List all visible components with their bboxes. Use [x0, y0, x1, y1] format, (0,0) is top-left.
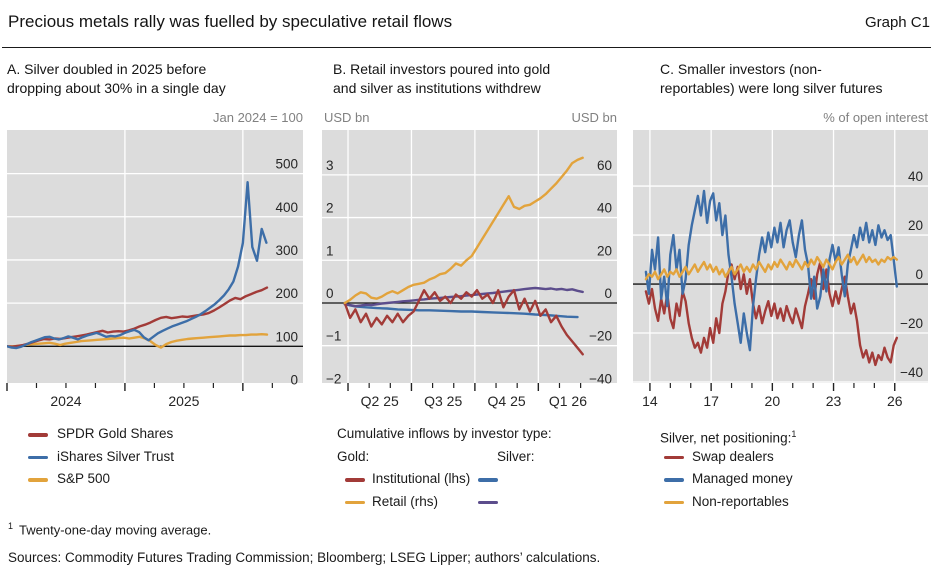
- panel-a-title: A. Silver doubled in 2025 before droppin…: [7, 61, 226, 96]
- svg-text:100: 100: [275, 329, 298, 344]
- legend-item: Non-reportables: [660, 491, 930, 514]
- svg-text:0: 0: [915, 267, 923, 282]
- silver-column-label: Silver:: [497, 448, 535, 464]
- svg-text:200: 200: [275, 286, 298, 301]
- gold-institutional-swatch: [345, 478, 365, 482]
- svg-text:1: 1: [326, 243, 334, 258]
- svg-text:−40: −40: [589, 371, 612, 386]
- gold-retail-swatch: [345, 500, 365, 504]
- managed-money-swatch: [664, 478, 684, 482]
- panel-c-chart: 40 20 0 −20 −40 14 17 20 23 26: [633, 130, 928, 417]
- legend-item: S&P 500: [28, 468, 308, 491]
- svg-text:500: 500: [275, 157, 298, 172]
- swap-dealers-swatch: [664, 455, 684, 459]
- svg-text:−20: −20: [900, 316, 923, 331]
- legend-item: SPDR Gold Shares: [28, 423, 308, 446]
- non-reportables-swatch: [664, 500, 684, 504]
- svg-text:20: 20: [765, 393, 781, 409]
- legend-header: Silver, net positioning:1: [660, 429, 797, 446]
- svg-text:Q4 25: Q4 25: [488, 393, 526, 409]
- silver-retail-swatch: [478, 500, 498, 504]
- title-divider: [2, 47, 931, 48]
- svg-text:40: 40: [597, 201, 612, 216]
- panel-a-chart: 0 100 200 300 400 500 2024 2025: [6, 130, 303, 417]
- panel-b-unit-left-label: USD bn: [324, 110, 370, 125]
- page-title: Precious metals rally was fuelled by spe…: [8, 12, 453, 31]
- svg-text:−2: −2: [326, 371, 341, 386]
- svg-text:Q1 26: Q1 26: [549, 393, 587, 409]
- panel-a-unit-label: Jan 2024 = 100: [213, 110, 303, 125]
- panel-b-legend: Cumulative inflows by investor type: Gol…: [337, 423, 627, 513]
- panel-c-unit-label: % of open interest: [823, 110, 928, 125]
- sources-line: Sources: Commodity Futures Trading Commi…: [8, 550, 601, 565]
- svg-text:26: 26: [887, 393, 903, 409]
- svg-text:400: 400: [275, 200, 298, 215]
- panel-b-title: B. Retail investors poured into gold and…: [333, 61, 551, 96]
- svg-text:Q2 25: Q2 25: [361, 393, 399, 409]
- svg-text:0: 0: [290, 372, 298, 387]
- svg-text:0: 0: [326, 286, 334, 301]
- svg-text:300: 300: [275, 243, 298, 258]
- panel-b-unit-right-label: USD bn: [571, 110, 617, 125]
- legend-item: Institutional (lhs): [337, 468, 627, 491]
- svg-text:−1: −1: [326, 329, 341, 344]
- svg-text:60: 60: [597, 158, 612, 173]
- sp500-swatch: [28, 478, 48, 482]
- panel-c-title: C. Smaller investors (non- reportables) …: [660, 61, 883, 96]
- legend-header: Cumulative inflows by investor type:: [337, 426, 552, 441]
- legend-item: Managed money: [660, 468, 930, 491]
- gold-column-label: Gold:: [337, 448, 370, 464]
- svg-text:−20: −20: [589, 329, 612, 344]
- graph-number-label: Graph C1: [864, 14, 930, 31]
- svg-text:Q3 25: Q3 25: [424, 393, 462, 409]
- spdr-gold-shares-swatch: [28, 433, 48, 437]
- svg-text:2: 2: [326, 201, 334, 216]
- svg-text:40: 40: [908, 169, 923, 184]
- svg-text:20: 20: [908, 218, 923, 233]
- panel-c-legend: Silver, net positioning:1 Swap dealers M…: [660, 423, 930, 513]
- panel-a-legend: SPDR Gold Shares iShares Silver Trust S&…: [28, 423, 308, 491]
- svg-text:23: 23: [826, 393, 842, 409]
- panel-b-chart: 3 2 1 0 −1 −2 60 40 20 0 −20 −40 Q2 25 Q3 25 Q4 25 Q1 2…: [322, 130, 617, 417]
- footnote: 1 Twenty-one-day moving average.: [8, 521, 212, 538]
- svg-text:0: 0: [604, 286, 612, 301]
- svg-text:20: 20: [597, 243, 612, 258]
- legend-item: iShares Silver Trust: [28, 446, 308, 469]
- svg-text:2024: 2024: [50, 393, 81, 409]
- svg-text:−40: −40: [900, 365, 923, 380]
- legend-column-headers: Gold: Silver:: [337, 446, 627, 469]
- silver-institutional-swatch: [478, 478, 498, 482]
- svg-text:2025: 2025: [168, 393, 199, 409]
- legend-item: Swap dealers: [660, 446, 930, 469]
- ishares-silver-trust-swatch: [28, 455, 48, 459]
- svg-text:17: 17: [703, 393, 719, 409]
- svg-text:3: 3: [326, 158, 334, 173]
- legend-item: Retail (rhs): [337, 491, 627, 514]
- svg-text:14: 14: [642, 393, 658, 409]
